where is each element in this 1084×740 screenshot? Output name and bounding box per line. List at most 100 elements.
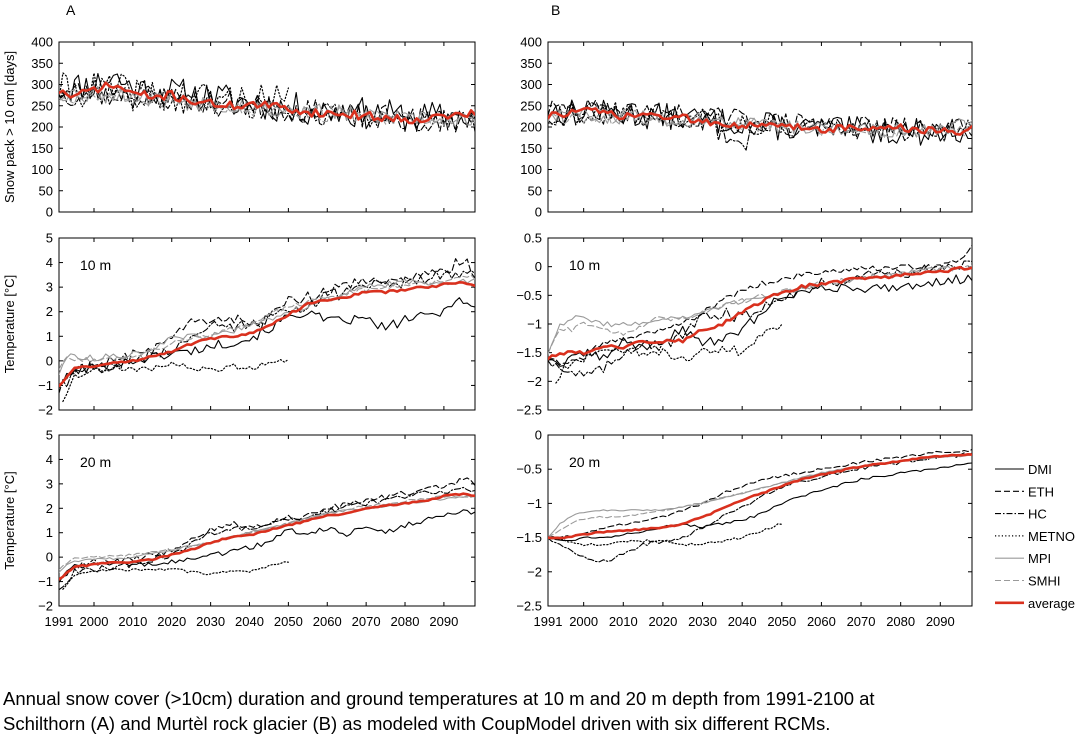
series-line-average bbox=[59, 280, 475, 388]
y-tick-label: −1 bbox=[38, 378, 53, 393]
y-tick-label: 4 bbox=[46, 452, 53, 467]
y-tick-label: 100 bbox=[31, 162, 53, 177]
legend-label-mpi: MPI bbox=[1028, 551, 1051, 566]
x-tick-label: 2070 bbox=[352, 614, 381, 629]
y-tick-label: 350 bbox=[520, 56, 542, 71]
series-group bbox=[548, 99, 972, 151]
x-tick-label: 2010 bbox=[118, 614, 147, 629]
x-tick-label: 1991 bbox=[534, 614, 563, 629]
series-line-dmi bbox=[548, 462, 972, 542]
y-tick-label: −1.5 bbox=[516, 530, 542, 545]
x-tick-label: 2000 bbox=[569, 614, 598, 629]
series-line-metno bbox=[59, 72, 289, 119]
chart-panel-b-temp-20m: −2.5 −2 −1.5 −1 −0.5 0 1991 2000 2010 2020 2030 204… bbox=[516, 428, 973, 629]
y-tick-label: 2 bbox=[46, 304, 53, 319]
series-group bbox=[548, 448, 972, 563]
x-tick-label: 2050 bbox=[767, 614, 796, 629]
y-tick-label: 50 bbox=[528, 183, 542, 198]
x-tick-label: 2040 bbox=[235, 614, 264, 629]
x-tick-label: 2090 bbox=[429, 614, 458, 629]
x-tick-label: 2020 bbox=[648, 614, 677, 629]
legend-label-smhi: SMHI bbox=[1028, 574, 1061, 589]
series-line-dmi bbox=[59, 509, 475, 581]
series-line-metno bbox=[548, 101, 783, 135]
series-line-smhi bbox=[548, 265, 972, 355]
y-tick-label: 200 bbox=[520, 120, 542, 135]
x-tick-label: 2000 bbox=[80, 614, 109, 629]
series-line-hc bbox=[548, 452, 972, 563]
series-line-eth bbox=[59, 258, 475, 389]
y-tick-label: −0.5 bbox=[516, 462, 542, 477]
series-line-hc bbox=[548, 260, 972, 377]
series-line-mpi bbox=[548, 107, 972, 138]
plot-frame bbox=[58, 41, 476, 213]
series-line-smhi bbox=[59, 87, 475, 128]
caption-line-1: Annual snow cover (>10cm) duration and g… bbox=[3, 688, 875, 709]
y-tick-label: 50 bbox=[39, 183, 53, 198]
x-tick-label: 2060 bbox=[807, 614, 836, 629]
series-line-average bbox=[548, 265, 972, 361]
plot-frame bbox=[58, 237, 476, 411]
y-tick-label: 350 bbox=[31, 56, 53, 71]
series-line-mpi bbox=[59, 495, 475, 573]
series-line-eth bbox=[548, 244, 972, 366]
y-tick-label: 0 bbox=[535, 428, 542, 443]
y-tick-label: 0 bbox=[535, 259, 542, 274]
legend-label-average: average bbox=[1028, 596, 1075, 611]
y-tick-label: 4 bbox=[46, 255, 53, 270]
figure-caption: Annual snow cover (>10cm) duration and g… bbox=[3, 686, 1078, 736]
plot-frame bbox=[58, 434, 476, 607]
series-line-smhi bbox=[59, 274, 475, 370]
y-axis-label: Snow pack > 10 cm [days] bbox=[2, 51, 17, 203]
y-tick-label: −2 bbox=[38, 403, 53, 418]
series-line-dmi bbox=[59, 297, 475, 389]
depth-annotation: 20 m bbox=[80, 454, 111, 470]
y-axis-label: Temperature [°C] bbox=[2, 275, 17, 373]
x-tick-label: 2020 bbox=[157, 614, 186, 629]
x-tick-label: 2060 bbox=[313, 614, 342, 629]
series-group bbox=[59, 72, 475, 133]
series-line-mpi bbox=[548, 265, 972, 355]
series-line-smhi bbox=[548, 454, 972, 539]
x-tick-label: 2070 bbox=[847, 614, 876, 629]
plot-frame bbox=[547, 434, 973, 607]
plot-frame bbox=[547, 237, 973, 411]
legend-label-metno: METNO bbox=[1028, 529, 1075, 544]
y-tick-label: −1 bbox=[38, 574, 53, 589]
x-tick-label: 2040 bbox=[728, 614, 757, 629]
depth-annotation: 10 m bbox=[569, 257, 600, 273]
y-tick-label: 150 bbox=[31, 141, 53, 156]
series-line-metno bbox=[555, 323, 783, 384]
y-tick-label: 250 bbox=[520, 98, 542, 113]
y-axis-label: Temperature [°C] bbox=[2, 471, 17, 569]
series-group bbox=[59, 477, 475, 591]
y-tick-label: 0.5 bbox=[524, 231, 542, 246]
y-tick-label: 0 bbox=[46, 205, 53, 220]
x-tick-label: 2030 bbox=[196, 614, 225, 629]
y-tick-label: 0 bbox=[46, 550, 53, 565]
y-tick-label: 2 bbox=[46, 501, 53, 516]
x-tick-label: 2050 bbox=[274, 614, 303, 629]
y-tick-label: 0 bbox=[46, 353, 53, 368]
y-tick-label: 5 bbox=[46, 428, 53, 443]
series-line-eth bbox=[548, 448, 972, 539]
panel-label-a: A bbox=[66, 2, 76, 18]
series-line-average bbox=[59, 81, 475, 125]
chart-panel-b-temp-10m: −2.5 −2 −1.5 −1 −0.5 0 0.5 10 m bbox=[516, 231, 973, 418]
y-tick-label: −2 bbox=[527, 564, 542, 579]
y-tick-label: 150 bbox=[520, 141, 542, 156]
series-line-smhi bbox=[59, 495, 475, 571]
y-tick-label: 0 bbox=[535, 205, 542, 220]
x-tick-label: 1991 bbox=[45, 614, 74, 629]
series-line-dmi bbox=[548, 274, 972, 367]
y-tick-label: −2.5 bbox=[516, 599, 542, 614]
y-tick-label: −2 bbox=[38, 599, 53, 614]
plot-frame bbox=[547, 41, 973, 213]
legend-label-dmi: DMI bbox=[1028, 462, 1052, 477]
series-line-average bbox=[59, 492, 475, 581]
series-line-dmi bbox=[548, 99, 972, 146]
y-tick-label: 300 bbox=[520, 77, 542, 92]
y-tick-label: 1 bbox=[46, 525, 53, 540]
